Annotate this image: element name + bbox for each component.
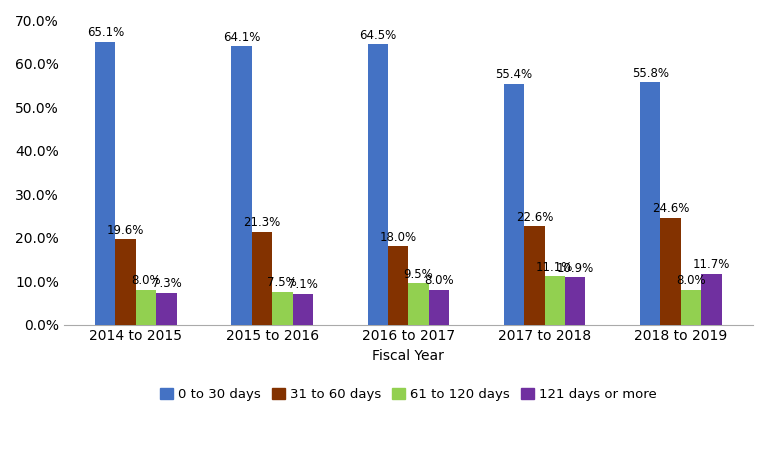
Text: 10.9%: 10.9% [557, 261, 594, 275]
X-axis label: Fiscal Year: Fiscal Year [372, 349, 445, 363]
Text: 18.0%: 18.0% [379, 231, 417, 244]
Bar [272, 292, 293, 324]
Bar [368, 44, 388, 324]
Bar [157, 293, 177, 324]
Bar [95, 42, 115, 324]
Text: 65.1%: 65.1% [87, 26, 124, 39]
Bar [640, 82, 660, 324]
Text: 9.5%: 9.5% [404, 268, 433, 281]
Bar [429, 290, 449, 324]
Bar [545, 276, 565, 324]
Text: 11.1%: 11.1% [536, 261, 574, 274]
Bar [388, 246, 409, 324]
Bar [136, 290, 157, 324]
Text: 8.0%: 8.0% [676, 274, 706, 287]
Bar [524, 226, 545, 324]
Text: 21.3%: 21.3% [243, 217, 280, 229]
Text: 7.3%: 7.3% [152, 277, 181, 290]
Legend: 0 to 30 days, 31 to 60 days, 61 to 120 days, 121 days or more: 0 to 30 days, 31 to 60 days, 61 to 120 d… [154, 383, 662, 406]
Text: 64.1%: 64.1% [223, 31, 260, 43]
Text: 55.8%: 55.8% [631, 67, 669, 80]
Bar [660, 218, 680, 324]
Text: 55.4%: 55.4% [495, 68, 532, 81]
Text: 19.6%: 19.6% [107, 224, 144, 237]
Bar [409, 283, 429, 324]
Bar [252, 232, 272, 324]
Text: 22.6%: 22.6% [515, 211, 553, 224]
Text: 7.5%: 7.5% [267, 276, 297, 289]
Bar [701, 274, 722, 324]
Text: 24.6%: 24.6% [652, 202, 689, 215]
Bar [115, 239, 136, 324]
Text: 8.0%: 8.0% [131, 274, 161, 287]
Text: 7.1%: 7.1% [288, 278, 318, 291]
Bar [504, 84, 524, 324]
Text: 8.0%: 8.0% [424, 274, 454, 287]
Bar [293, 294, 313, 324]
Bar [565, 277, 585, 324]
Text: 64.5%: 64.5% [359, 29, 396, 42]
Bar [231, 46, 252, 324]
Text: 11.7%: 11.7% [693, 258, 730, 271]
Bar [680, 290, 701, 324]
